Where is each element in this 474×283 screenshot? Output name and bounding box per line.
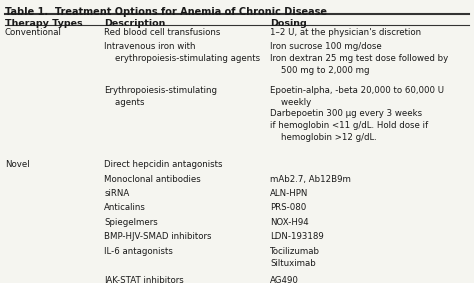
Text: NOX-H94: NOX-H94 (270, 218, 309, 227)
Text: Direct hepcidin antagonists: Direct hepcidin antagonists (104, 160, 223, 169)
Text: AG490
PpYLKTK: AG490 PpYLKTK (270, 276, 307, 283)
Text: mAb2.7, Ab12B9m: mAb2.7, Ab12B9m (270, 175, 351, 184)
Text: Tocilizumab
Siltuximab: Tocilizumab Siltuximab (270, 247, 320, 267)
Text: PRS-080: PRS-080 (270, 203, 306, 213)
Text: Table 1.  Treatment Options for Anemia of Chronic Disease: Table 1. Treatment Options for Anemia of… (5, 7, 327, 17)
Text: Erythropoiesis-stimulating
    agents: Erythropoiesis-stimulating agents (104, 86, 217, 106)
Text: Iron sucrose 100 mg/dose
Iron dextran 25 mg test dose followed by
    500 mg to : Iron sucrose 100 mg/dose Iron dextran 25… (270, 42, 448, 75)
Text: Dosing: Dosing (270, 19, 307, 28)
Text: Description: Description (104, 19, 165, 28)
Text: BMP-HJV-SMAD inhibitors: BMP-HJV-SMAD inhibitors (104, 232, 212, 241)
Text: Monoclonal antibodies: Monoclonal antibodies (104, 175, 201, 184)
Text: Anticalins: Anticalins (104, 203, 146, 213)
Text: ALN-HPN: ALN-HPN (270, 189, 309, 198)
Text: JAK-STAT inhibitors: JAK-STAT inhibitors (104, 276, 184, 283)
Text: LDN-193189: LDN-193189 (270, 232, 324, 241)
Text: Intravenous iron with
    erythropoiesis-stimulating agents: Intravenous iron with erythropoiesis-sti… (104, 42, 260, 63)
Text: Novel: Novel (5, 160, 29, 169)
Text: Red blood cell transfusions: Red blood cell transfusions (104, 28, 221, 37)
Text: Therapy Types: Therapy Types (5, 19, 82, 28)
Text: IL-6 antagonists: IL-6 antagonists (104, 247, 173, 256)
Text: Spiegelmers: Spiegelmers (104, 218, 158, 227)
Text: Epoetin-alpha, -beta 20,000 to 60,000 U
    weekly
Darbepoetin 300 μg every 3 we: Epoetin-alpha, -beta 20,000 to 60,000 U … (270, 86, 444, 142)
Text: siRNA: siRNA (104, 189, 129, 198)
Text: 1–2 U, at the physician's discretion: 1–2 U, at the physician's discretion (270, 28, 421, 37)
Text: Conventional: Conventional (5, 28, 62, 37)
